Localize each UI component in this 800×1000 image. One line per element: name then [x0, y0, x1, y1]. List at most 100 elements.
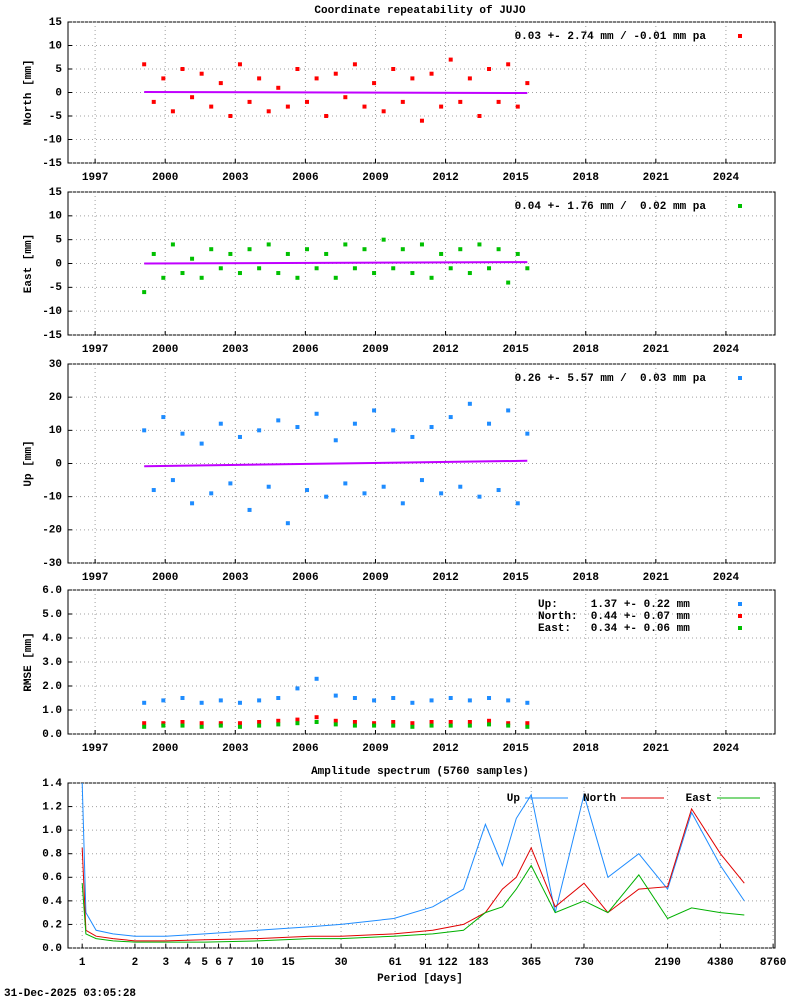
y-tick-label: 0	[55, 87, 62, 99]
legend-marker	[738, 614, 742, 618]
data-point	[458, 99, 463, 104]
x-tick-label: 2012	[432, 344, 458, 356]
data-point	[525, 700, 530, 705]
data-point	[448, 266, 453, 271]
y-tick-label: -10	[42, 492, 62, 504]
data-point	[381, 109, 386, 114]
data-point	[276, 418, 281, 423]
data-point	[391, 723, 396, 728]
x-tick-label: 2015	[502, 572, 529, 584]
y-tick-label: 1.0	[42, 825, 62, 837]
data-point	[276, 722, 281, 727]
data-point	[199, 700, 204, 705]
data-point	[228, 251, 233, 256]
data-point	[400, 501, 405, 506]
y-tick-label: 5	[55, 235, 62, 247]
data-point	[314, 76, 319, 81]
x-tick-label: 2024	[713, 344, 740, 356]
data-point	[362, 104, 367, 109]
data-point	[161, 698, 166, 703]
data-point	[372, 723, 377, 728]
data-point	[400, 99, 405, 104]
data-point	[247, 247, 252, 252]
trend-line	[144, 261, 528, 265]
data-point	[419, 242, 424, 247]
x-tick-label: 2021	[643, 572, 670, 584]
data-point	[276, 271, 281, 276]
x-tick-label: 4380	[707, 957, 733, 969]
y-tick-label: 0.2	[42, 919, 62, 931]
data-point	[448, 723, 453, 728]
data-point	[237, 721, 242, 726]
data-point	[161, 415, 166, 420]
legend-marker	[738, 602, 742, 606]
data-point	[352, 421, 357, 426]
data-point	[257, 698, 262, 703]
y-tick-label: -15	[42, 158, 62, 170]
data-point	[333, 438, 338, 443]
data-point	[276, 85, 281, 90]
x-tick-label: 1997	[82, 572, 108, 584]
x-tick-label: 2006	[292, 344, 318, 356]
data-point	[372, 408, 377, 413]
data-point	[448, 696, 453, 700]
data-point	[305, 247, 310, 252]
x-tick-label: 2	[132, 957, 139, 969]
data-point	[237, 434, 242, 439]
data-point	[439, 104, 444, 109]
data-point	[285, 521, 290, 526]
data-point	[477, 494, 482, 499]
data-point	[305, 488, 310, 493]
data-point	[506, 280, 511, 285]
data-point	[257, 723, 262, 728]
data-point	[199, 71, 204, 76]
x-tick-label: 5	[201, 957, 208, 969]
y-tick-label: 15	[49, 187, 63, 199]
data-point	[467, 720, 472, 724]
y-axis-label: North [mm]	[23, 59, 35, 125]
data-point	[391, 428, 396, 433]
x-tick-label: 3	[162, 957, 169, 969]
y-tick-label: 0	[55, 258, 62, 270]
data-point	[506, 723, 511, 728]
data-point	[142, 290, 147, 295]
data-point	[515, 501, 520, 506]
data-point	[151, 488, 156, 493]
data-point	[333, 722, 338, 727]
data-point	[362, 247, 367, 252]
data-point	[151, 99, 156, 104]
data-point	[515, 104, 520, 109]
data-point	[419, 118, 424, 123]
data-point	[372, 271, 377, 276]
x-tick-label: 2012	[432, 572, 458, 584]
data-point	[362, 491, 367, 496]
data-point	[237, 700, 242, 705]
data-point	[295, 686, 300, 691]
x-tick-label: 2009	[362, 572, 388, 584]
x-tick-label: 365	[521, 957, 541, 969]
y-axis-label: East [mm]	[23, 234, 35, 293]
x-tick-label: 2012	[432, 743, 458, 755]
x-tick-label: 2003	[222, 172, 249, 184]
y-tick-label: -20	[42, 525, 62, 537]
x-tick-label: 2024	[713, 572, 740, 584]
legend-marker	[738, 376, 742, 380]
data-point	[161, 76, 166, 81]
data-point	[448, 415, 453, 420]
data-point	[506, 698, 511, 703]
data-point	[352, 62, 357, 67]
y-tick-label: 5.0	[42, 609, 62, 621]
data-point	[487, 266, 492, 271]
data-point	[467, 271, 472, 276]
data-point	[295, 721, 300, 726]
x-tick-label: 2003	[222, 572, 249, 584]
data-point	[209, 247, 214, 252]
data-point	[276, 696, 281, 700]
data-point	[170, 109, 175, 114]
data-point	[372, 81, 377, 86]
x-tick-label: 2000	[152, 344, 178, 356]
data-point	[429, 720, 434, 724]
data-point	[410, 724, 415, 729]
x-tick-label: 4	[184, 957, 191, 969]
